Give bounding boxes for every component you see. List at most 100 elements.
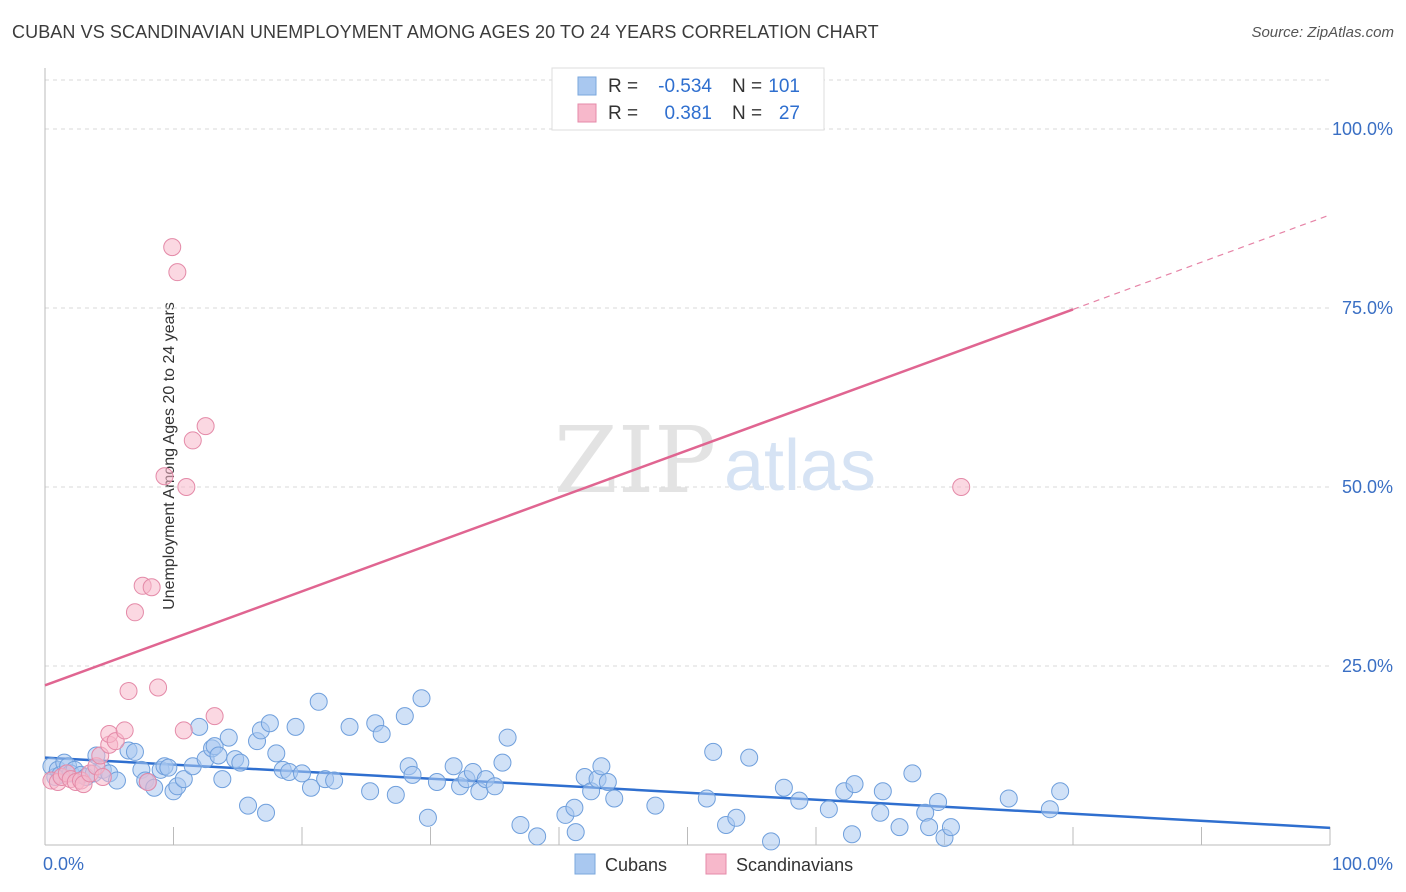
point-1-17 <box>125 603 144 622</box>
point-0-41 <box>260 714 279 733</box>
point-0-91 <box>819 800 838 819</box>
point-1-20 <box>142 578 161 597</box>
point-0-89 <box>774 778 793 797</box>
legend-bottom-swatch-scandinavians <box>705 853 727 875</box>
watermark-zip: ZIP <box>554 407 716 514</box>
point-0-50 <box>325 771 344 790</box>
point-0-103 <box>941 818 960 837</box>
point-1-29 <box>205 707 224 726</box>
point-0-54 <box>372 725 391 744</box>
point-0-71 <box>511 815 530 834</box>
point-1-25 <box>174 721 193 740</box>
legend-n-label-0: N = <box>732 76 762 97</box>
legend-bottom-label-cubans: Cubans <box>605 855 667 875</box>
point-0-95 <box>871 803 890 822</box>
point-0-36 <box>231 753 250 772</box>
point-1-19 <box>138 772 157 791</box>
point-0-59 <box>412 689 431 708</box>
point-0-79 <box>592 757 611 776</box>
point-1-22 <box>155 467 174 486</box>
y-tick-label-2: 75.0% <box>1342 298 1393 318</box>
point-0-106 <box>1051 782 1070 801</box>
watermark: ZIP atlas <box>554 407 876 514</box>
point-0-75 <box>566 823 585 842</box>
point-0-51 <box>340 717 359 736</box>
point-0-52 <box>361 782 380 801</box>
point-0-93 <box>842 825 861 844</box>
x-tick-label-0: 0.0% <box>43 854 84 874</box>
point-0-46 <box>293 764 311 783</box>
point-0-83 <box>697 789 716 808</box>
point-0-82 <box>646 796 665 815</box>
point-1-15 <box>115 721 134 740</box>
legend-r-label-1: R = <box>608 103 638 124</box>
legend-r-label-0: R = <box>608 76 638 97</box>
trend-line-1 <box>44 308 1074 687</box>
point-0-81 <box>605 789 624 808</box>
point-0-60 <box>418 808 437 827</box>
point-0-58 <box>403 765 422 784</box>
point-0-61 <box>427 772 446 791</box>
point-1-23 <box>163 238 182 257</box>
watermark-atlas: atlas <box>724 426 876 506</box>
point-0-37 <box>239 796 258 815</box>
point-0-96 <box>873 782 892 801</box>
point-1-27 <box>183 431 202 450</box>
point-1-21 <box>149 678 168 697</box>
legend-r-value-0: -0.534 <box>658 76 712 97</box>
point-0-72 <box>528 827 547 846</box>
point-0-97 <box>890 818 909 837</box>
source-label: Source: ZipAtlas.com <box>1251 24 1394 41</box>
point-0-55 <box>386 785 405 804</box>
point-0-62 <box>444 757 463 776</box>
point-0-40 <box>257 803 276 822</box>
point-0-74 <box>565 798 584 817</box>
point-0-86 <box>727 808 746 827</box>
legend-n-value-0: 101 <box>768 76 800 97</box>
x-tick-label-1: 100.0% <box>1332 854 1393 874</box>
legend-swatch-scandinavians <box>577 103 597 123</box>
point-0-84 <box>704 742 723 761</box>
point-0-90 <box>790 791 809 810</box>
point-0-33 <box>213 770 232 789</box>
trend-line-0 <box>44 756 1331 830</box>
tick-labels: 25.0% 50.0% 75.0% 100.0% 0.0% 100.0% <box>43 119 1393 874</box>
legend-bottom-label-scandinavians: Scandinavians <box>736 855 853 875</box>
point-0-88 <box>762 832 781 851</box>
point-0-104 <box>999 789 1018 808</box>
point-0-34 <box>219 728 238 747</box>
point-1-16 <box>119 682 138 701</box>
legend-bottom-swatch-cubans <box>574 853 596 875</box>
y-tick-label-1: 50.0% <box>1342 477 1393 497</box>
y-tick-label-3: 100.0% <box>1332 119 1393 139</box>
legend-n-label-1: N = <box>732 103 762 124</box>
point-0-87 <box>740 748 759 767</box>
point-0-105 <box>1040 800 1059 819</box>
legend-stats: R = -0.534 N = 101 R = 0.381 N = 27 <box>551 67 825 131</box>
point-0-42 <box>267 744 286 763</box>
point-0-23 <box>159 758 178 777</box>
point-0-80 <box>598 772 617 791</box>
point-0-45 <box>286 717 305 736</box>
legend-r-value-1: 0.381 <box>664 103 712 124</box>
trend-lines <box>44 214 1331 830</box>
point-0-26 <box>174 770 193 789</box>
legend-box <box>551 67 825 131</box>
point-0-94 <box>845 775 864 794</box>
point-0-101 <box>929 793 948 812</box>
point-1-11 <box>93 767 112 786</box>
point-1-26 <box>177 477 196 496</box>
point-1-30 <box>952 477 971 496</box>
point-0-28 <box>190 717 209 736</box>
point-0-47 <box>301 778 320 797</box>
point-0-16 <box>125 742 144 761</box>
legend-n-value-1: 27 <box>779 103 800 124</box>
data-points <box>42 238 1070 851</box>
point-0-56 <box>395 707 414 726</box>
point-0-69 <box>493 753 512 772</box>
legend-swatch-cubans <box>577 76 597 96</box>
point-1-28 <box>196 417 215 436</box>
y-tick-label-0: 25.0% <box>1342 656 1393 676</box>
point-0-48 <box>309 692 328 711</box>
